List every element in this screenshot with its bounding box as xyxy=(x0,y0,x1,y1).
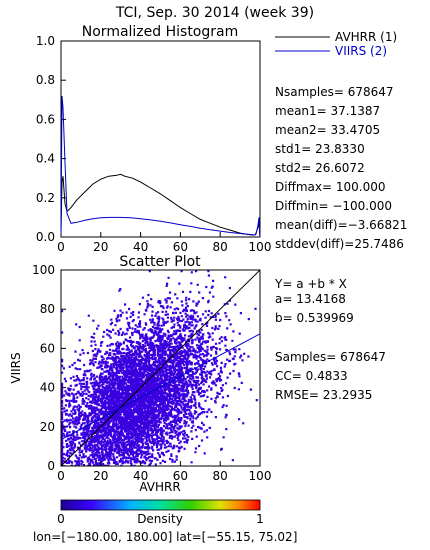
scatter-xtick-label: 0 xyxy=(57,469,65,483)
histogram-ytick-label: 0.8 xyxy=(36,73,55,87)
legend-label-viirs: VIIRS (2) xyxy=(335,44,387,58)
colorbar: 0 Density 1 xyxy=(57,499,264,526)
scatter-xlabel: AVHRR xyxy=(139,480,180,494)
scatter-xtick-label: 60 xyxy=(173,469,188,483)
regression-a: a= 13.4168 xyxy=(275,292,346,306)
histogram-ytick-label: 0.2 xyxy=(36,191,55,205)
histogram-ytick-label: 1.0 xyxy=(36,34,55,48)
scatter-title: Scatter Plot xyxy=(119,254,201,270)
histogram-ticks: 0 20 40 60 80 100 0.0 0.2 0.4 0.6 0.8 1.0 xyxy=(36,34,272,254)
histogram-xtick-label: 0 xyxy=(57,240,65,254)
scatter-ticks: 0 20 40 60 80 100 0 20 40 60 80 100 xyxy=(32,263,271,483)
scatter-ylabel: VIIRS xyxy=(9,352,23,383)
legend: AVHRR (1) VIIRS (2) xyxy=(275,30,397,58)
stat-std2: std2= 26.6072 xyxy=(275,161,365,175)
regression-equation: Y= a +b * X xyxy=(274,277,347,291)
regression-stats: Y= a +b * X a= 13.4168 b= 0.539969 Sampl… xyxy=(274,277,386,402)
histogram-ytick-label: 0.0 xyxy=(36,230,55,244)
histogram-series-viirs xyxy=(60,95,261,238)
scatter-xtick-label: 80 xyxy=(213,469,228,483)
histogram-title: Normalized Histogram xyxy=(82,24,238,40)
regression-samples: Samples= 678647 xyxy=(275,350,386,364)
scatter-ytick-label: 60 xyxy=(40,341,55,355)
stat-diffmin: Diffmin= −100.000 xyxy=(275,199,392,213)
stat-mean-diff: mean(diff)=−3.66821 xyxy=(275,218,407,232)
scatter-xtick-label: 100 xyxy=(249,469,272,483)
regression-cc: CC= 0.4833 xyxy=(275,369,348,383)
colorbar-gradient xyxy=(60,499,261,511)
stat-nsamples: Nsamples= 678647 xyxy=(275,85,394,99)
histogram-series xyxy=(60,95,261,238)
scatter-points xyxy=(61,270,260,466)
legend-label-avhrr: AVHRR (1) xyxy=(335,30,397,44)
histogram-ytick-label: 0.4 xyxy=(36,152,55,166)
histogram-xtick-label: 80 xyxy=(213,240,228,254)
regression-rmse: RMSE= 23.2935 xyxy=(275,388,372,402)
figure-title: TCI, Sep. 30 2014 (week 39) xyxy=(115,5,314,21)
stat-diffmax: Diffmax= 100.000 xyxy=(275,180,385,194)
scatter-ytick-label: 40 xyxy=(40,381,55,395)
histogram-plot-area xyxy=(60,40,261,238)
scatter-ytick-label: 100 xyxy=(32,263,55,277)
histogram-chart: Normalized Histogram 0 20 40 60 80 1000.00.20… xyxy=(36,24,272,254)
scatter-ytick-label: 20 xyxy=(40,420,55,434)
scatter-xtick-label: 40 xyxy=(133,469,148,483)
scatter-point-cloud xyxy=(61,270,260,466)
colorbar-min-label: 0 xyxy=(57,512,65,526)
histogram-stats: Nsamples= 678647 mean1= 37.1387 mean2= 3… xyxy=(275,85,407,251)
scatter-plot-area xyxy=(60,269,261,467)
regression-line xyxy=(61,333,260,441)
colorbar-max-label: 1 xyxy=(256,512,264,526)
regression-b: b= 0.539969 xyxy=(275,311,354,325)
scatter-points-path xyxy=(61,270,260,466)
histogram-xtick-label: 20 xyxy=(93,240,108,254)
histogram-ytick-label: 0.6 xyxy=(36,112,55,126)
stat-mean1: mean1= 37.1387 xyxy=(275,104,380,118)
colorbar-label: Density xyxy=(137,512,183,526)
scatter-xtick-label: 20 xyxy=(93,469,108,483)
scatter-ytick-label: 0 xyxy=(47,459,55,473)
stat-stddev-diff: stddev(diff)=25.7486 xyxy=(275,237,404,251)
scatter-chart: Scatter Plot 0 20 40 60 80 100 0 20 40 60 80 100 AV… xyxy=(9,254,271,494)
histogram-series-avhrr xyxy=(60,173,261,238)
footer-coordinates: lon=[−180.00, 180.00] lat=[−55.15, 75.02… xyxy=(33,530,297,544)
histogram-xtick-label: 60 xyxy=(173,240,188,254)
stat-std1: std1= 23.8330 xyxy=(275,142,365,156)
histogram-xtick-label: 100 xyxy=(249,240,272,254)
scatter-ytick-label: 80 xyxy=(40,302,55,316)
one-to-one-line xyxy=(61,270,260,466)
stat-mean2: mean2= 33.4705 xyxy=(275,123,380,137)
scatter-lines xyxy=(61,270,260,466)
histogram-xtick-label: 40 xyxy=(133,240,148,254)
